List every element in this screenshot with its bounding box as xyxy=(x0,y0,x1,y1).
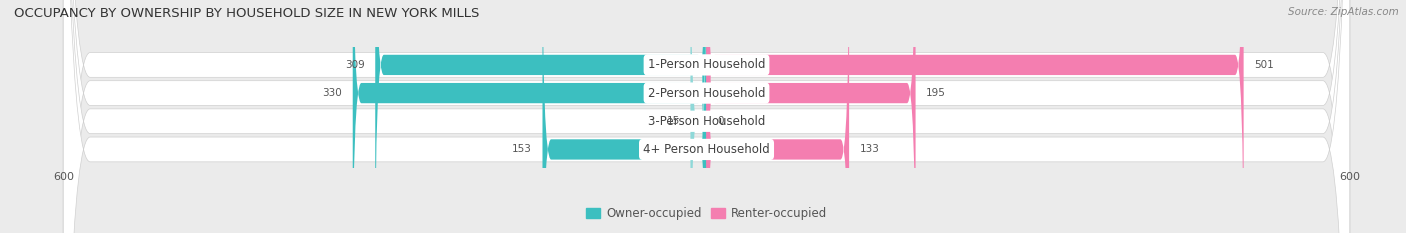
FancyBboxPatch shape xyxy=(63,0,1350,233)
Text: 330: 330 xyxy=(322,88,342,98)
Text: 0: 0 xyxy=(717,116,724,126)
FancyBboxPatch shape xyxy=(707,0,1244,233)
Text: 153: 153 xyxy=(512,144,531,154)
FancyBboxPatch shape xyxy=(707,0,849,233)
Text: 15: 15 xyxy=(666,116,679,126)
Text: OCCUPANCY BY OWNERSHIP BY HOUSEHOLD SIZE IN NEW YORK MILLS: OCCUPANCY BY OWNERSHIP BY HOUSEHOLD SIZE… xyxy=(14,7,479,20)
Text: Source: ZipAtlas.com: Source: ZipAtlas.com xyxy=(1288,7,1399,17)
FancyBboxPatch shape xyxy=(63,0,1350,233)
Text: 2-Person Household: 2-Person Household xyxy=(648,87,765,99)
Text: 133: 133 xyxy=(860,144,880,154)
FancyBboxPatch shape xyxy=(63,0,1350,233)
Text: 4+ Person Household: 4+ Person Household xyxy=(643,143,770,156)
FancyBboxPatch shape xyxy=(707,0,915,233)
FancyBboxPatch shape xyxy=(375,0,707,233)
Text: 195: 195 xyxy=(927,88,946,98)
Text: 501: 501 xyxy=(1254,60,1274,70)
FancyBboxPatch shape xyxy=(690,0,707,233)
Text: 3-Person Household: 3-Person Household xyxy=(648,115,765,128)
FancyBboxPatch shape xyxy=(63,0,1350,233)
FancyBboxPatch shape xyxy=(543,0,707,233)
Text: 309: 309 xyxy=(344,60,364,70)
Text: 1-Person Household: 1-Person Household xyxy=(648,58,765,72)
Legend: Owner-occupied, Renter-occupied: Owner-occupied, Renter-occupied xyxy=(581,202,832,225)
FancyBboxPatch shape xyxy=(353,0,707,233)
